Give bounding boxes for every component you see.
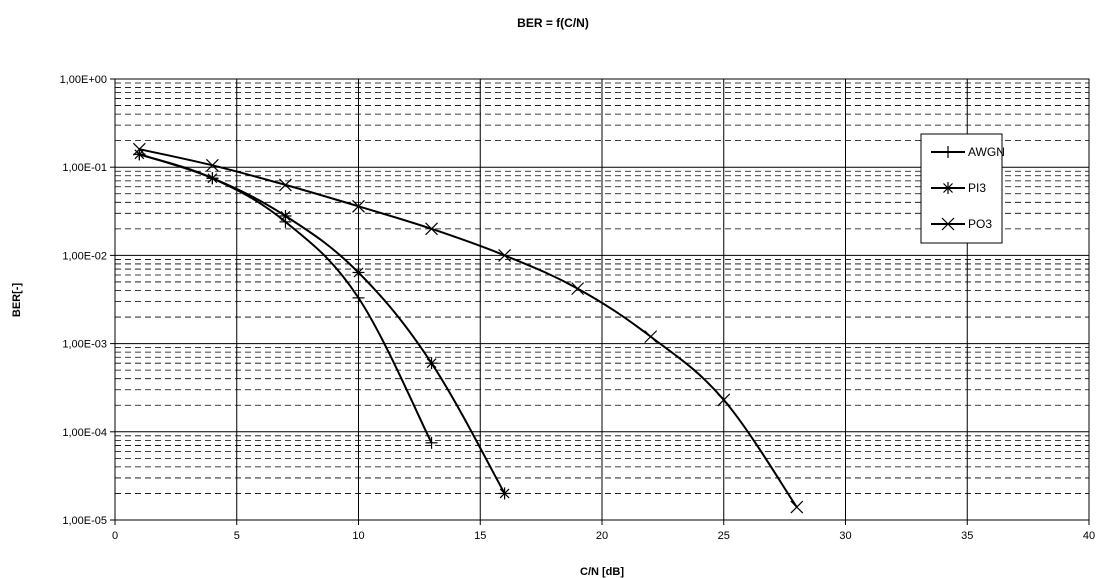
marker-stroke	[352, 199, 365, 213]
marker-stroke	[279, 178, 292, 192]
marker-stroke	[717, 393, 731, 407]
series-line-awgn	[139, 153, 433, 444]
y-axis: 1,00E+00 1,00E-01 1,00E-02 1,00E-03 1,00E-04…	[60, 74, 115, 527]
y-tick-label: 1,00E-01	[62, 162, 107, 174]
data-point-pi3	[133, 148, 146, 161]
legend-label-po3: PO3	[968, 217, 992, 231]
marker-stroke	[644, 330, 658, 344]
data-point-po3	[279, 178, 292, 192]
x-tick-label: 30	[839, 530, 851, 542]
marker-stroke	[426, 358, 437, 369]
series-line-pi3	[139, 153, 506, 494]
data-point-po3	[571, 282, 585, 296]
y-tick-label: 1,00E+00	[60, 74, 107, 86]
y-tick-label: 1,00E-03	[62, 339, 107, 351]
chart-title: BER = f(C/N)	[517, 16, 589, 30]
marker-stroke	[498, 248, 512, 262]
data-point-po3	[790, 500, 804, 514]
marker-stroke	[207, 173, 218, 184]
data-point-pi3	[498, 487, 511, 500]
x-tick-label: 0	[112, 530, 118, 542]
legend-marker-awgn	[942, 146, 954, 158]
x-tick-label: 5	[234, 530, 240, 542]
data-point-po3	[498, 248, 512, 262]
marker-stroke	[941, 217, 955, 231]
legend-label-pi3: PI3	[968, 181, 986, 195]
marker-stroke	[353, 267, 364, 278]
x-tick-label: 35	[961, 530, 973, 542]
legend-marker-po3	[941, 217, 955, 231]
data-point-po3	[132, 142, 146, 156]
legend-marker-pi3	[942, 182, 954, 194]
y-axis-title: BER[-]	[11, 283, 23, 318]
data-point-po3	[205, 158, 219, 172]
data-point-po3	[352, 199, 365, 213]
x-axis: 0 5 10 15 20 25 30 35 40	[112, 520, 1095, 542]
x-tick-label: 40	[1083, 530, 1095, 542]
data-point-po3	[644, 330, 658, 344]
x-tick-label: 25	[718, 530, 730, 542]
marker-stroke	[571, 282, 585, 296]
y-tick-label: 1,00E-05	[62, 515, 107, 527]
marker-stroke	[499, 488, 510, 499]
x-tick-label: 20	[596, 530, 608, 542]
data-point-pi3	[279, 209, 292, 222]
data-point-po3	[717, 393, 731, 407]
y-tick-label: 1,00E-04	[62, 427, 107, 439]
marker-stroke	[134, 149, 145, 160]
series-line-po3	[139, 148, 798, 508]
series-pi3	[133, 148, 511, 500]
data-point-pi3	[425, 357, 438, 370]
data-point-pi3	[206, 172, 219, 185]
marker-stroke	[943, 183, 953, 193]
data-point-po3	[425, 222, 438, 236]
legend-label-awgn: AWGN	[968, 145, 1005, 159]
series-group	[132, 142, 804, 514]
marker-stroke	[132, 142, 146, 156]
data-point-awgn	[352, 291, 365, 304]
x-axis-title: C/N [dB]	[580, 566, 624, 578]
grid	[114, 78, 1090, 521]
data-point-pi3	[352, 266, 365, 279]
x-tick-label: 15	[474, 530, 486, 542]
marker-stroke	[425, 222, 438, 236]
marker-stroke	[790, 500, 804, 514]
data-point-awgn	[425, 436, 438, 449]
marker-stroke	[205, 158, 219, 172]
y-tick-label: 1,00E-02	[62, 250, 107, 262]
series-po3	[132, 142, 804, 514]
legend: AWGN PI3 PO3	[920, 133, 1005, 244]
marker-stroke	[280, 211, 291, 221]
x-tick-label: 10	[352, 530, 364, 542]
